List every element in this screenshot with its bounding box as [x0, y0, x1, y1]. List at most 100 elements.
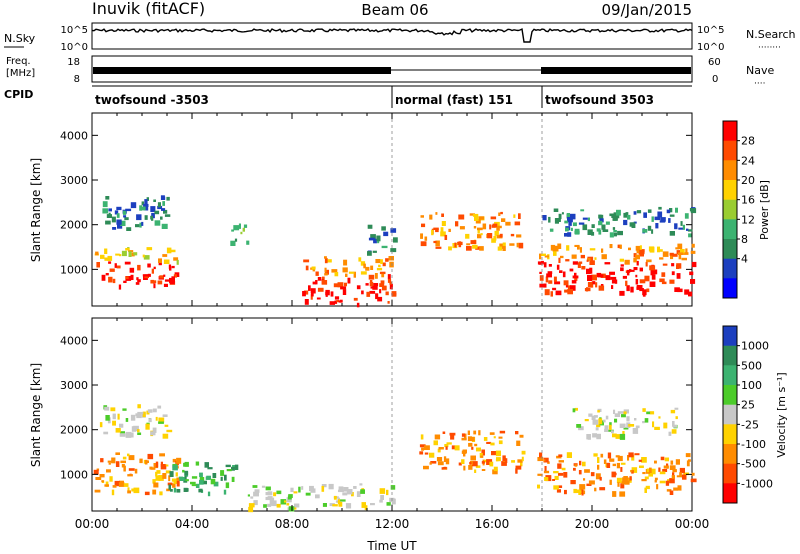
data-cell	[441, 221, 446, 226]
data-cell	[554, 475, 559, 480]
data-cell	[316, 297, 321, 300]
data-cell	[515, 431, 519, 435]
data-cell	[635, 274, 638, 278]
data-cell	[668, 218, 671, 223]
data-cell	[645, 485, 650, 490]
data-cell	[116, 219, 122, 225]
data-cell	[101, 274, 106, 281]
data-cell	[688, 233, 692, 238]
data-cell	[338, 502, 343, 507]
data-cell	[420, 241, 427, 247]
data-cell	[147, 453, 154, 460]
data-cell	[489, 432, 495, 435]
data-cell	[467, 430, 470, 435]
data-cell	[645, 261, 648, 267]
data-cell	[495, 450, 501, 457]
data-cell	[458, 462, 462, 466]
data-cell	[543, 262, 547, 268]
data-cell	[554, 281, 561, 285]
data-cell	[647, 209, 652, 213]
data-cell	[643, 212, 647, 218]
data-cell	[435, 228, 439, 233]
data-cell	[93, 469, 99, 475]
data-cell	[630, 286, 634, 293]
data-cell	[596, 424, 601, 428]
data-cell	[651, 216, 654, 222]
colorbar-tick-label: 20	[741, 174, 755, 187]
data-cell	[160, 216, 163, 220]
data-cell	[115, 452, 120, 455]
data-cell	[123, 215, 127, 218]
data-cell	[150, 206, 156, 212]
data-cell	[116, 206, 122, 211]
colorbar-swatch	[723, 483, 737, 504]
data-cell	[474, 443, 478, 447]
data-cell	[592, 419, 599, 425]
y-tick-label: 3000	[60, 174, 88, 187]
colorbar-tick-label: 16	[741, 194, 755, 207]
colorbar-tick-label: 100	[741, 379, 762, 392]
data-cell	[521, 450, 526, 455]
data-cell	[630, 469, 633, 473]
data-cell	[635, 245, 640, 251]
data-cell	[441, 213, 444, 217]
cpid-label: CPID	[4, 88, 33, 101]
data-cell	[639, 245, 642, 251]
data-cell	[373, 283, 379, 287]
data-cell	[662, 469, 668, 472]
data-cell	[159, 491, 163, 496]
cpid-segment-label: twofsound 3503	[545, 93, 654, 107]
data-cell	[636, 260, 639, 266]
data-cell	[125, 431, 132, 438]
colorbar-tick-label: -1000	[741, 477, 773, 490]
data-cell	[612, 433, 617, 438]
data-cell	[505, 458, 508, 463]
data-cell	[315, 280, 318, 285]
data-cell	[147, 409, 153, 413]
data-cell	[663, 465, 669, 469]
data-cell	[331, 269, 338, 273]
data-cell	[321, 280, 328, 285]
colorbar-tick-label: 4	[741, 253, 748, 266]
data-cell	[604, 425, 609, 431]
data-cell	[619, 433, 626, 440]
data-cell	[146, 247, 153, 251]
data-cell	[666, 209, 671, 214]
data-cell	[491, 238, 496, 243]
data-cell	[675, 247, 679, 250]
data-cell	[682, 224, 685, 230]
data-cell	[561, 212, 564, 215]
data-cell	[163, 283, 168, 287]
data-cell	[688, 459, 691, 462]
data-cell	[470, 240, 477, 245]
data-cell	[482, 223, 487, 230]
data-cell	[117, 224, 123, 229]
data-cell	[558, 454, 563, 457]
data-cell	[598, 220, 603, 226]
data-cell	[146, 197, 149, 201]
data-cell	[461, 459, 465, 464]
data-cell	[109, 476, 113, 482]
data-cell	[226, 469, 232, 472]
data-cell	[537, 473, 543, 476]
data-cell	[649, 468, 656, 475]
data-cell	[437, 448, 441, 453]
data-cell	[176, 457, 182, 464]
data-cell	[623, 427, 629, 430]
data-cell	[370, 503, 375, 506]
data-cell	[496, 226, 500, 231]
data-cell	[654, 216, 661, 221]
data-cell	[114, 210, 119, 215]
data-cell	[125, 276, 129, 279]
data-cell	[510, 233, 515, 237]
data-cell	[108, 462, 111, 465]
data-cell	[230, 240, 236, 246]
data-cell	[548, 264, 552, 267]
data-cell	[166, 247, 172, 254]
data-cell	[603, 419, 606, 423]
data-cell	[654, 460, 657, 464]
data-cell	[133, 487, 140, 494]
data-cell	[566, 213, 570, 218]
data-cell	[629, 222, 634, 227]
data-cell	[609, 422, 612, 426]
